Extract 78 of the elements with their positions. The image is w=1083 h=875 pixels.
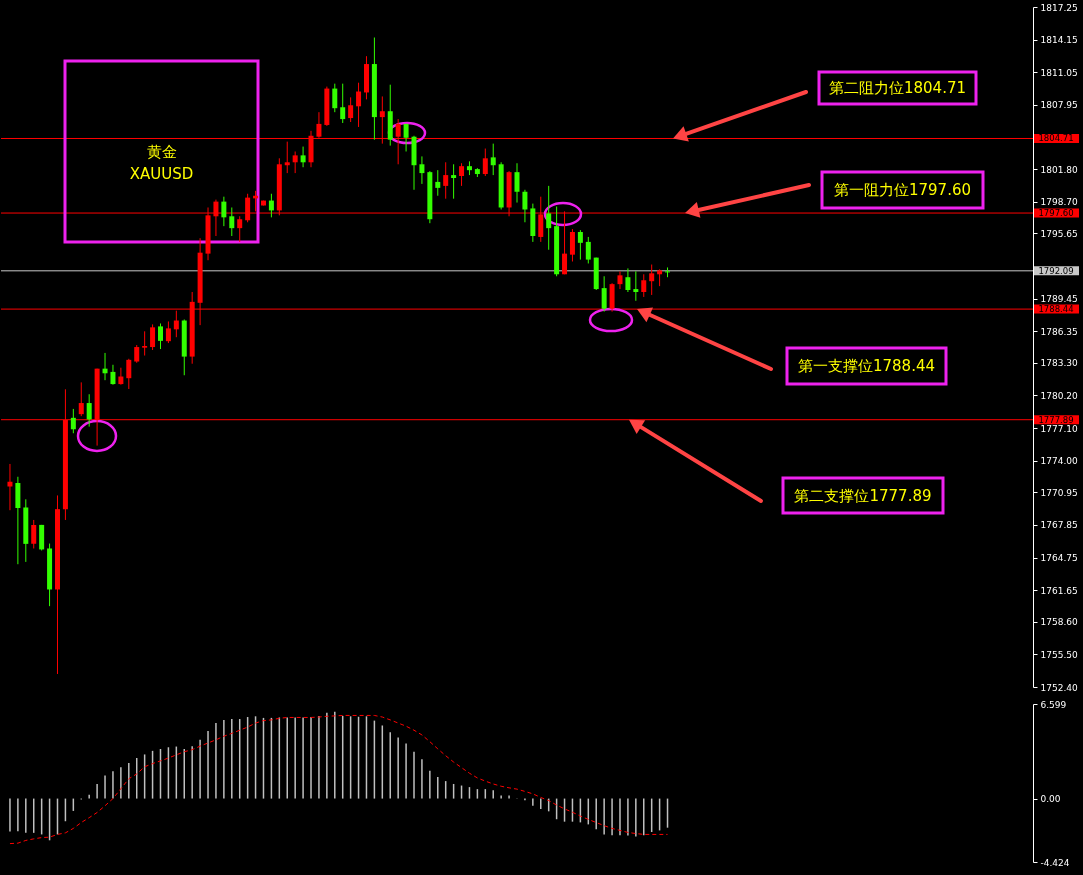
candlestick [7, 463, 13, 511]
candlestick [482, 148, 488, 177]
candlestick [86, 393, 92, 428]
y-tick-label: 1770.95 [1040, 487, 1078, 498]
candlestick [237, 215, 243, 243]
candlestick [142, 330, 148, 357]
candlestick [157, 322, 163, 350]
y-tick-label: 1795.65 [1040, 228, 1078, 239]
y-tick-label: 1764.75 [1040, 553, 1078, 563]
y-tick-label: 1767.85 [1040, 520, 1078, 531]
candlestick [601, 275, 607, 313]
candlestick [70, 408, 76, 434]
candlestick [356, 82, 362, 128]
y-tick-label: 0.00 [1040, 794, 1061, 805]
candlestick [284, 141, 290, 174]
candlestick [403, 123, 409, 152]
y-tick-label: 1752.40 [1040, 682, 1078, 693]
candlestick [435, 169, 441, 197]
y-tick-label: 1758.60 [1040, 617, 1078, 628]
candlestick [649, 264, 655, 296]
candlestick [443, 161, 449, 200]
y-tick-label: 1774.00 [1040, 456, 1078, 467]
y-tick-label: 1811.05 [1040, 67, 1078, 78]
candlestick [522, 189, 528, 223]
y-tick-label: -4.424 [1040, 857, 1070, 868]
candlestick [451, 163, 457, 200]
candlestick [78, 381, 84, 417]
candlestick [585, 236, 591, 264]
candlestick [348, 96, 354, 123]
y-tick-label: 1807.95 [1040, 100, 1078, 111]
candlestick [126, 358, 132, 390]
candlestick [633, 270, 639, 302]
y-tick-label: 1780.20 [1040, 391, 1078, 401]
candlestick [340, 83, 346, 124]
line-series [9, 714, 669, 845]
y-tick-label: 1783.30 [1040, 358, 1078, 369]
y-tick-label: 1814.15 [1040, 35, 1078, 46]
candlestick [625, 267, 631, 293]
candlestick [641, 273, 647, 298]
ref-line-label: 1792.09 [1038, 265, 1074, 276]
candlestick [546, 185, 552, 251]
candlestick [229, 206, 235, 237]
candlestick [665, 266, 671, 278]
ref-line-label: 1797.60 [1038, 208, 1074, 219]
y-tick-label: 1761.65 [1040, 585, 1078, 596]
candlestick [514, 162, 520, 204]
ref-line-label: 1804.71 [1038, 133, 1074, 144]
ref-line-label: 1788.44 [1038, 304, 1074, 315]
candlestick [332, 83, 338, 113]
candlestick [31, 519, 37, 549]
y-tick-label: 1786.35 [1040, 326, 1078, 337]
ref-line-label: 1777.89 [1038, 414, 1074, 425]
candlestick [617, 270, 623, 290]
annotation: 第二支撑位1777.89 [794, 486, 932, 505]
candlestick [300, 146, 306, 168]
candlestick [110, 364, 116, 386]
candlestick [150, 323, 156, 351]
y-tick-label: 6.599 [1040, 699, 1067, 710]
annotation: 第二阻力位1804.71 [828, 79, 967, 97]
y-tick-label: 1777.10 [1040, 423, 1078, 434]
annotation: 黄金 XAUUSD [129, 142, 194, 183]
candlestick [490, 143, 496, 176]
candlestick [419, 155, 425, 185]
candlestick [569, 228, 575, 262]
y-tick-label: 1801.80 [1040, 164, 1078, 175]
candlestick [268, 193, 274, 218]
annotation: 第一支撑位1788.44 [797, 357, 936, 375]
y-tick-label: 1755.50 [1040, 649, 1078, 660]
candlestick [118, 367, 124, 386]
y-tick-label: 1789.45 [1040, 294, 1078, 304]
candlestick [165, 320, 171, 344]
candlestick [459, 162, 465, 187]
candlestick [221, 196, 227, 227]
candlestick [292, 150, 298, 174]
y-tick-label: 1798.70 [1040, 197, 1078, 208]
y-tick-label: 1817.25 [1040, 2, 1078, 13]
annotation: 第一阻力位1797.60 [833, 181, 972, 199]
candlestick [577, 229, 583, 261]
